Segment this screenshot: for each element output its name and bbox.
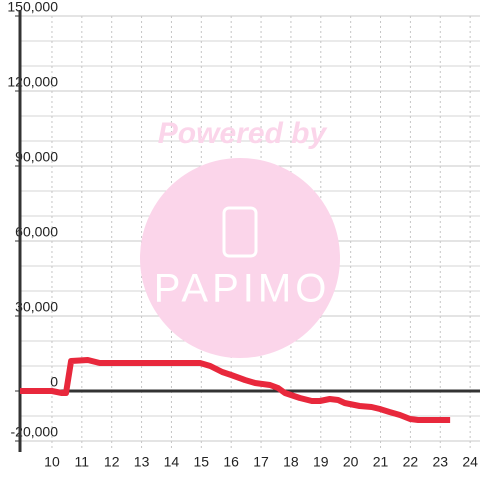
x-tick-label: 15 [194, 454, 210, 470]
x-tick-label: 21 [373, 454, 389, 470]
x-tick-label: 18 [283, 454, 299, 470]
phone-icon [222, 206, 258, 258]
x-tick-label: 24 [462, 454, 478, 470]
data-line [20, 357, 451, 423]
x-tick-label: 14 [164, 454, 180, 470]
x-tick-label: 16 [223, 454, 239, 470]
y-tick-label: 90,000 [15, 149, 58, 165]
y-tick-label: -20,000 [11, 424, 59, 440]
watermark-circle [140, 158, 340, 358]
y-tick-label: 0 [50, 374, 58, 390]
watermark: Powered by PAPIMO [140, 117, 340, 358]
x-tick-label: 17 [253, 454, 269, 470]
watermark-brand: PAPIMO [154, 267, 331, 311]
y-tick-label: 150,000 [7, 0, 58, 15]
x-tick-label: 23 [432, 454, 448, 470]
x-tick-label: 22 [403, 454, 419, 470]
x-tick-label: 20 [343, 454, 359, 470]
y-tick-label: 30,000 [15, 299, 58, 315]
y-tick-label: 120,000 [7, 74, 58, 90]
x-tick-label: 12 [104, 454, 120, 470]
y-tick-label: 60,000 [15, 224, 58, 240]
x-tick-label: 10 [44, 454, 60, 470]
x-tick-label: 13 [134, 454, 150, 470]
x-tick-label: 19 [313, 454, 329, 470]
x-tick-label: 11 [75, 454, 90, 470]
watermark-caption: Powered by [158, 117, 328, 150]
